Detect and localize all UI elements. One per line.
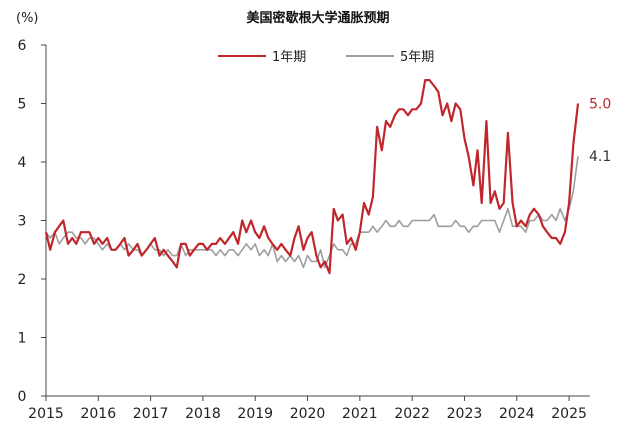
x-tick-label: 2022: [394, 406, 430, 422]
x-tick-label: 2019: [237, 406, 273, 422]
legend: 1年期 5年期: [218, 50, 434, 65]
x-tick-label: 2015: [28, 406, 64, 422]
x-tick-label: 2025: [551, 406, 587, 422]
y-tick-label: 3: [18, 214, 27, 230]
series-line-0: [44, 79, 580, 275]
legend-label: 1年期: [272, 50, 306, 65]
y-tick-label: 1: [18, 331, 27, 347]
y-tick-label: 5: [18, 97, 27, 113]
x-tick-label: 2020: [290, 406, 326, 422]
x-tick-label: 2023: [447, 406, 483, 422]
series-line-1: [45, 156, 579, 269]
y-tick-label: 6: [18, 38, 27, 54]
x-tick-label: 2024: [499, 406, 535, 422]
y-tick-label: 0: [18, 389, 27, 405]
axes: 0 1 2 3 4 5 6 2015 2016 2017 2018 2019 2020 2021 2022 2…: [18, 38, 590, 422]
x-tick-label: 2016: [80, 406, 116, 422]
end-value-label: 5.0: [589, 97, 611, 113]
end-value-label: 4.1: [589, 149, 611, 165]
x-tick-label: 2021: [342, 406, 378, 422]
plot-area: [44, 79, 580, 275]
y-unit-label: (%): [16, 11, 39, 26]
x-tick-label: 2017: [133, 406, 169, 422]
x-tick-label: 2018: [185, 406, 221, 422]
y-tick-label: 4: [18, 155, 27, 171]
end-labels: 5.0 4.1: [589, 97, 611, 166]
legend-label: 5年期: [400, 50, 434, 65]
y-tick-label: 2: [18, 272, 27, 288]
chart-title: 美国密歇根大学通胀预期: [246, 10, 389, 26]
